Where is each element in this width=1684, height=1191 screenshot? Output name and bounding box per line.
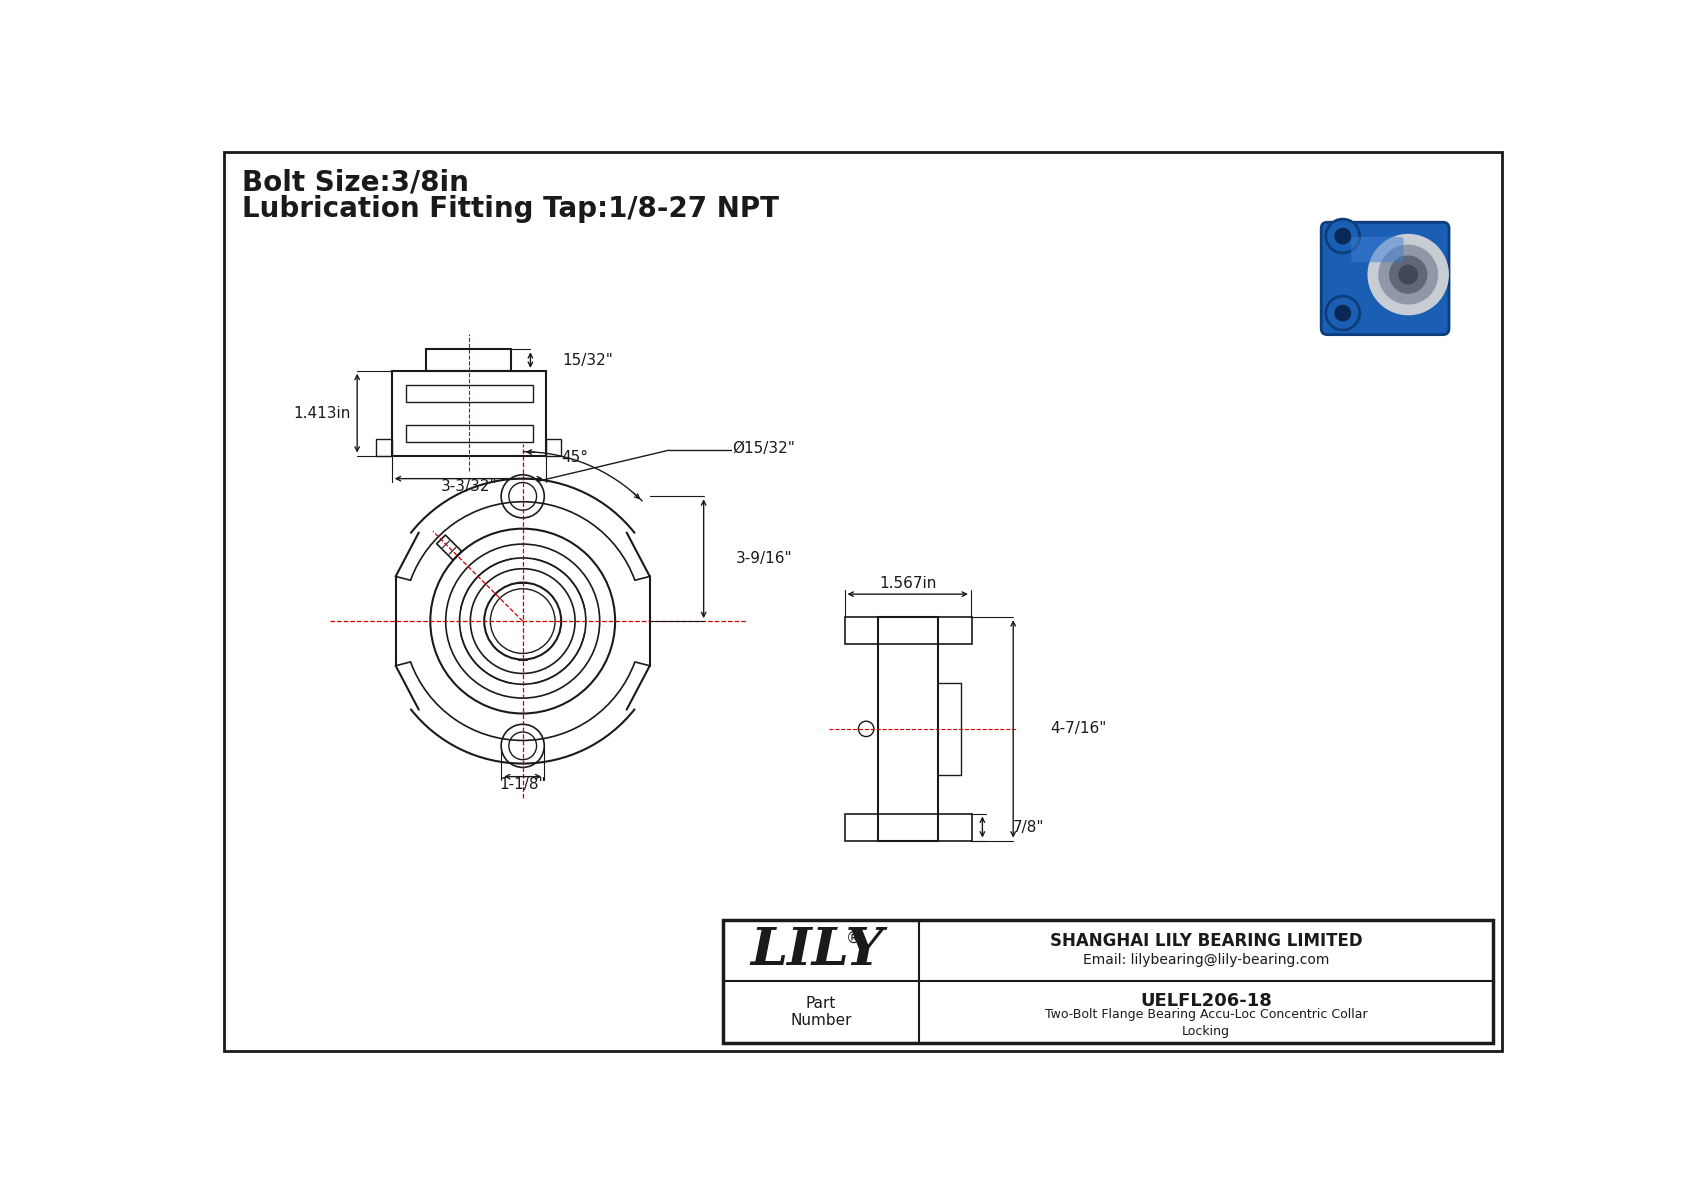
Text: LILY: LILY	[751, 925, 884, 977]
Bar	[392, 370, 546, 455]
Text: UELFL206-18: UELFL206-18	[1140, 992, 1271, 1010]
Circle shape	[1335, 229, 1351, 244]
Text: Ø15/32": Ø15/32"	[733, 441, 795, 456]
Circle shape	[1389, 256, 1426, 293]
Text: 1.413in: 1.413in	[293, 406, 350, 420]
Bar	[845, 813, 972, 841]
Text: 3-9/16": 3-9/16"	[736, 551, 793, 566]
Bar	[406, 385, 532, 401]
Bar	[546, 438, 561, 455]
Circle shape	[1325, 297, 1359, 330]
FancyBboxPatch shape	[1322, 223, 1448, 335]
Text: ®: ®	[845, 931, 861, 946]
Text: Part
Number: Part Number	[790, 996, 852, 1029]
Bar	[406, 425, 532, 442]
Circle shape	[1335, 305, 1351, 320]
Bar	[377, 438, 392, 455]
Text: 1.567in: 1.567in	[879, 576, 936, 591]
Bar	[722, 919, 1494, 1043]
Text: Email: lilybearing@lily-bearing.com: Email: lilybearing@lily-bearing.com	[1083, 953, 1329, 967]
Text: 7/8": 7/8"	[1014, 819, 1044, 835]
Text: Lubrication Fitting Tap:1/8-27 NPT: Lubrication Fitting Tap:1/8-27 NPT	[242, 195, 778, 223]
Text: SHANGHAI LILY BEARING LIMITED: SHANGHAI LILY BEARING LIMITED	[1049, 933, 1362, 950]
Text: Two-Bolt Flange Bearing Accu-Loc Concentric Collar
Locking: Two-Bolt Flange Bearing Accu-Loc Concent…	[1044, 1008, 1367, 1039]
Text: 15/32": 15/32"	[562, 353, 613, 368]
Circle shape	[1379, 245, 1438, 304]
Circle shape	[1367, 235, 1448, 314]
Text: 3-3/32": 3-3/32"	[441, 479, 497, 494]
Bar	[877, 617, 938, 841]
Text: 45°: 45°	[561, 450, 588, 466]
FancyBboxPatch shape	[1351, 237, 1403, 262]
Text: 1-1/8": 1-1/8"	[500, 777, 546, 792]
Bar	[426, 349, 512, 370]
Circle shape	[1325, 219, 1359, 252]
Circle shape	[1399, 266, 1418, 283]
Bar	[845, 617, 972, 644]
Text: Bolt Size:3/8in: Bolt Size:3/8in	[242, 168, 468, 197]
Text: 4-7/16": 4-7/16"	[1051, 722, 1106, 736]
